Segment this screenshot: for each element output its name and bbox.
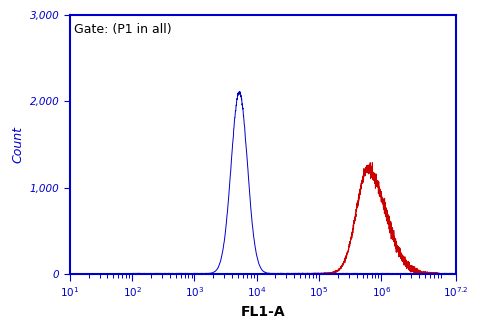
Y-axis label: Count: Count bbox=[11, 126, 24, 163]
Text: Gate: (P1 in all): Gate: (P1 in all) bbox=[74, 23, 171, 36]
X-axis label: FL1-A: FL1-A bbox=[240, 305, 285, 319]
